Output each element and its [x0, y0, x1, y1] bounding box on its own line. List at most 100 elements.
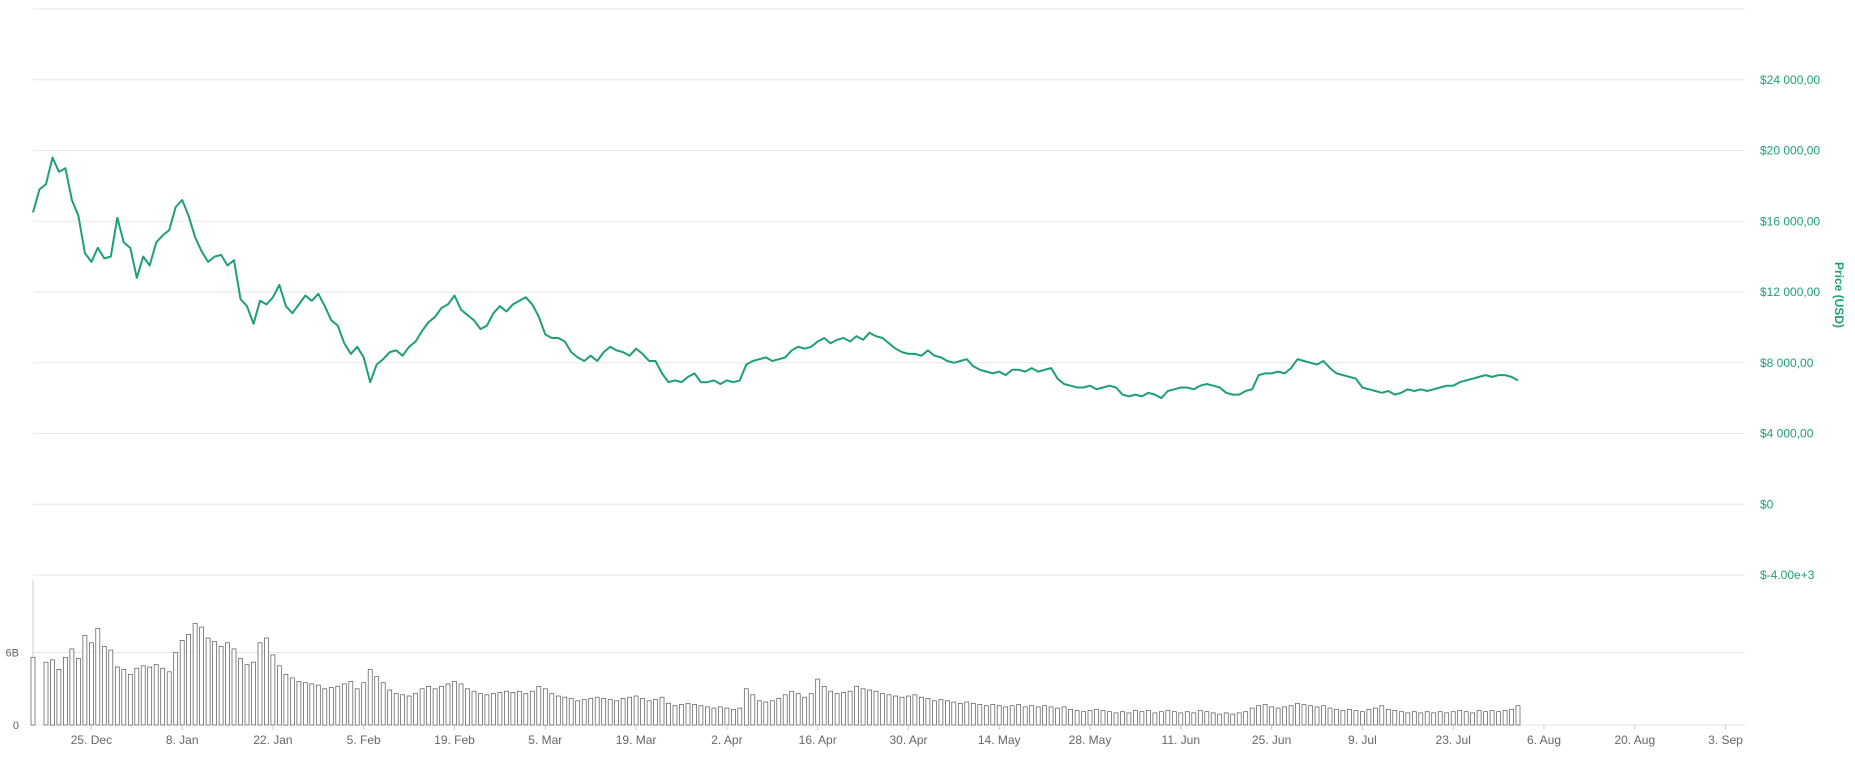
volume-bar [192, 623, 198, 726]
volume-bar [1476, 710, 1482, 726]
volume-bar [1327, 707, 1333, 726]
volume-bar [562, 696, 568, 726]
volume-bar [821, 685, 827, 726]
volume-bar [938, 699, 944, 726]
volume-bar [860, 688, 866, 726]
x-tick-label: 22. Jan [253, 733, 292, 747]
volume-bar [847, 690, 853, 726]
volume-bar [82, 635, 88, 726]
volume-bar [653, 699, 658, 726]
volume-bar [1223, 712, 1229, 726]
y-tick-label: $24 000,00 [1760, 73, 1820, 87]
volume-bar [95, 627, 101, 726]
x-tick-label: 30. Apr [889, 733, 927, 747]
volume-bar [588, 698, 594, 726]
volume-bar [251, 661, 256, 726]
volume-bar [1022, 706, 1028, 726]
volume-bar [413, 693, 418, 726]
volume-bar [1437, 711, 1443, 726]
volume-bar [854, 685, 859, 726]
volume-bar [1502, 710, 1508, 726]
volume-bar [1470, 712, 1475, 726]
volume-bar [1210, 712, 1216, 726]
volume-bar [1003, 706, 1009, 726]
x-tick-label: 19. Feb [434, 733, 475, 747]
volume-bar [705, 706, 710, 726]
volume-bar [802, 696, 808, 726]
volume-bar [743, 688, 749, 726]
x-tick-label: 9. Jul [1348, 733, 1377, 747]
volume-bar [1457, 710, 1463, 726]
volume-bar [659, 696, 665, 726]
price-line [32, 156, 1519, 400]
y-tick-label: $0 [1760, 497, 1774, 511]
volume-bar [1159, 711, 1164, 726]
volume-bar [1113, 712, 1119, 726]
volume-bar [880, 693, 885, 726]
volume-bar [1385, 708, 1391, 726]
volume-bar [218, 646, 224, 726]
volume-bar [808, 693, 814, 726]
volume-bar [1347, 708, 1352, 726]
volume-bar [63, 656, 68, 726]
volume-bar [1243, 711, 1249, 726]
volume-bar [1061, 706, 1067, 726]
price-grid [33, 8, 1745, 576]
volume-bar [238, 658, 243, 726]
volume-bar [1152, 712, 1158, 726]
volume-bar [1489, 710, 1495, 726]
volume-bar [1288, 705, 1294, 726]
volume-bar [964, 701, 970, 726]
volume-bar [89, 642, 94, 726]
volume-bar [166, 671, 172, 726]
y-tick-label: $16 000,00 [1760, 214, 1820, 228]
volume-bar [750, 694, 756, 726]
price-series [32, 156, 1519, 400]
x-tick-label: 6. Aug [1527, 733, 1561, 747]
volume-bar [1334, 708, 1339, 726]
volume-bar [69, 648, 75, 726]
volume-bar [1256, 705, 1261, 726]
volume-bar [231, 648, 237, 726]
volume-bar [1366, 708, 1372, 726]
volume-bar [692, 704, 697, 726]
volume-bar [50, 659, 55, 726]
volume-bar [264, 637, 269, 726]
x-tick-label: 14. May [978, 733, 1021, 747]
x-tick-label: 16. Apr [799, 733, 837, 747]
volume-bar [542, 688, 548, 726]
volume-bar [452, 681, 457, 726]
volume-bar [1126, 712, 1132, 726]
volume-bar [782, 694, 788, 726]
volume-bar [867, 689, 872, 726]
x-tick-label: 11. Jun [1162, 733, 1200, 747]
volume-bar [419, 688, 425, 726]
volume-bar [529, 690, 535, 726]
volume-bar [555, 695, 561, 726]
volume-bar [1373, 707, 1378, 726]
volume-bar [698, 705, 704, 726]
volume-bar [1139, 711, 1145, 726]
volume-bar [1463, 711, 1469, 726]
volume-bar [614, 700, 619, 726]
volume-bar [581, 699, 587, 726]
volume-bar [1295, 702, 1300, 726]
volume-bar [1308, 705, 1313, 726]
volume-bar [1398, 711, 1404, 726]
volume-bar [1269, 706, 1274, 726]
volume-bar [205, 637, 211, 726]
volume-bar [1035, 706, 1041, 726]
volume-bar [834, 693, 840, 726]
volume-bar [594, 696, 600, 726]
volume-bar [127, 673, 133, 726]
volume-bar [1191, 712, 1197, 726]
volume-bar [893, 695, 898, 726]
volume-bar [1009, 705, 1015, 726]
volume-bar [1450, 711, 1456, 726]
x-tick-label: 25. Dec [71, 733, 112, 747]
x-tick-label: 3. Sep [1708, 733, 1743, 747]
volume-bar [1107, 711, 1112, 726]
volume-bar [108, 649, 114, 726]
volume-bar [1301, 704, 1307, 726]
